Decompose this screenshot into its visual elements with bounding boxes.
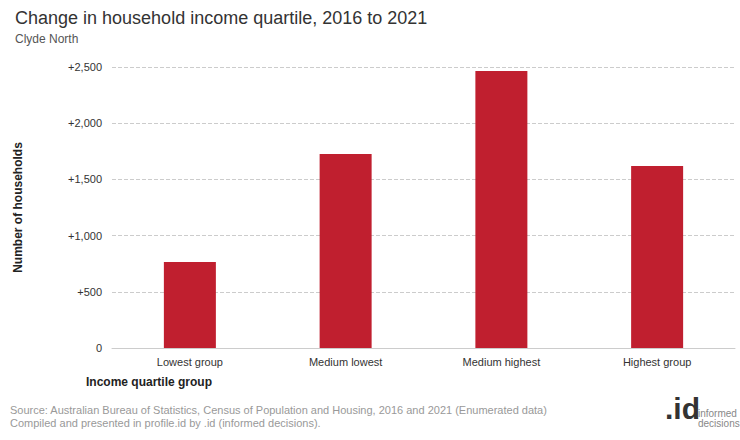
svg-text:Number of households: Number of households (11, 142, 25, 273)
svg-text:Compiled and presented in prof: Compiled and presented in profile.id by … (10, 417, 321, 429)
svg-text:Source: Australian Bureau of S: Source: Australian Bureau of Statistics,… (10, 404, 547, 416)
svg-text:+2,000: +2,000 (68, 117, 102, 129)
svg-text:Lowest group: Lowest group (157, 356, 223, 368)
svg-text:Highest group: Highest group (623, 356, 692, 368)
svg-text:0: 0 (96, 342, 102, 354)
svg-text:+1,000: +1,000 (68, 230, 102, 242)
svg-text:Change in household income qua: Change in household income quartile, 201… (15, 8, 427, 28)
svg-text:+500: +500 (77, 286, 102, 298)
svg-text:decisions: decisions (698, 418, 740, 429)
svg-text:+1,500: +1,500 (68, 173, 102, 185)
svg-text:Income quartile group: Income quartile group (86, 375, 212, 389)
svg-text:informed: informed (698, 407, 737, 419)
svg-text:Medium lowest: Medium lowest (309, 356, 382, 368)
svg-text:.id: .id (665, 392, 700, 425)
svg-text:Medium highest: Medium highest (463, 356, 541, 368)
svg-text:Clyde North: Clyde North (15, 32, 78, 46)
svg-text:+2,500: +2,500 (68, 61, 102, 73)
